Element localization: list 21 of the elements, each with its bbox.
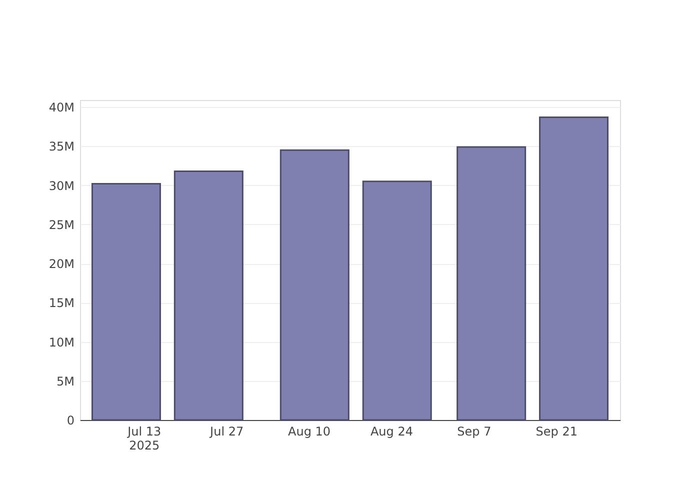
y-tick-label: 5M xyxy=(56,374,74,388)
y-tick-label: 25M xyxy=(48,218,74,232)
bar xyxy=(280,149,350,421)
x-tick-label: Sep 21 xyxy=(536,424,578,438)
bar xyxy=(91,182,161,421)
y-tick-label: 20M xyxy=(48,257,74,272)
y-tick-label: 10M xyxy=(48,335,74,350)
bar xyxy=(362,180,432,421)
x-tick-label: Aug 24 xyxy=(370,424,413,438)
y-tick-label: 0 xyxy=(66,414,74,428)
bar xyxy=(539,116,609,421)
y-tick-label: 30M xyxy=(48,178,74,193)
y-tick-label: 15M xyxy=(48,296,74,310)
x-tick-label: Jul 27 xyxy=(209,424,244,438)
y-tick-label: 35M xyxy=(48,140,74,154)
bar xyxy=(456,146,526,421)
x-tick-label: Jul 13 2025 xyxy=(126,424,162,452)
x-tick-label: Aug 10 xyxy=(288,424,331,438)
y-tick-label: 40M xyxy=(48,100,74,115)
bar xyxy=(174,170,244,421)
x-tick-label: Sep 7 xyxy=(457,424,492,438)
